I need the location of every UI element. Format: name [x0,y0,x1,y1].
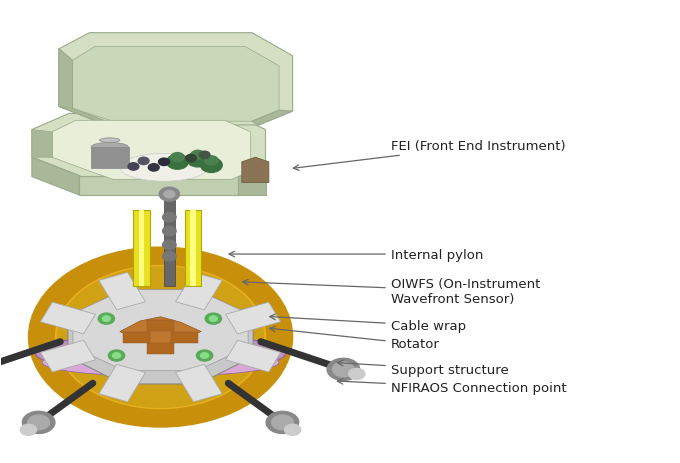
Circle shape [138,158,149,165]
Circle shape [159,188,180,201]
Text: OIWFS (On-Instrument
Wavefront Sensor): OIWFS (On-Instrument Wavefront Sensor) [243,277,540,305]
Circle shape [186,155,197,163]
Circle shape [266,412,299,433]
Polygon shape [120,317,201,347]
Text: Cable wrap: Cable wrap [270,314,466,332]
Bar [139,211,144,287]
FancyBboxPatch shape [40,302,95,334]
Circle shape [163,213,176,222]
Ellipse shape [99,138,120,143]
FancyBboxPatch shape [99,273,146,310]
Polygon shape [32,158,80,195]
Circle shape [20,425,37,435]
Circle shape [148,164,159,172]
Circle shape [201,158,222,173]
FancyBboxPatch shape [99,364,146,402]
Circle shape [164,191,175,198]
FancyBboxPatch shape [175,364,222,402]
Ellipse shape [42,349,279,376]
Circle shape [191,151,205,160]
Polygon shape [52,121,251,180]
Polygon shape [32,114,265,188]
Circle shape [98,313,114,325]
Circle shape [167,155,188,170]
Circle shape [201,353,209,358]
Polygon shape [73,47,279,122]
Circle shape [163,241,176,250]
Circle shape [128,163,139,171]
Polygon shape [68,291,253,384]
Text: FEI (Front End Instrument): FEI (Front End Instrument) [293,140,565,171]
Bar [147,320,174,332]
Bar [164,194,175,287]
Circle shape [349,369,365,380]
Circle shape [102,316,110,322]
Text: Internal pylon: Internal pylon [229,248,483,261]
FancyBboxPatch shape [226,302,281,334]
Polygon shape [59,34,292,125]
Polygon shape [59,50,106,125]
Polygon shape [242,158,269,183]
Circle shape [284,425,301,435]
Polygon shape [252,111,292,125]
Circle shape [327,358,360,381]
Polygon shape [80,176,239,195]
Text: Rotator: Rotator [270,326,440,351]
Polygon shape [73,290,248,371]
Bar [185,211,201,287]
Ellipse shape [91,143,129,152]
Text: Support structure: Support structure [337,361,509,376]
FancyBboxPatch shape [175,273,222,310]
Circle shape [205,156,218,166]
Circle shape [158,159,169,166]
Circle shape [29,248,292,427]
Bar [123,332,150,343]
Bar [171,332,198,343]
Circle shape [171,153,184,163]
FancyBboxPatch shape [226,340,281,372]
Bar [91,148,129,169]
Polygon shape [59,50,73,109]
Circle shape [271,415,293,430]
Circle shape [58,268,263,407]
Circle shape [163,227,176,236]
Ellipse shape [120,154,208,182]
Circle shape [197,350,213,361]
Polygon shape [32,130,52,158]
Ellipse shape [35,334,286,373]
Circle shape [199,152,210,159]
Polygon shape [239,176,265,195]
Circle shape [112,353,120,358]
Circle shape [28,415,50,430]
Text: NFIRAOS Connection point: NFIRAOS Connection point [337,379,566,394]
Circle shape [56,266,265,409]
Circle shape [209,316,218,322]
Bar [133,211,150,287]
Circle shape [163,252,176,262]
Bar [147,344,174,354]
Circle shape [333,362,354,377]
Circle shape [22,412,55,433]
FancyBboxPatch shape [40,340,95,372]
Circle shape [205,313,222,325]
Bar [190,211,196,287]
Circle shape [108,350,124,361]
Circle shape [187,153,209,168]
